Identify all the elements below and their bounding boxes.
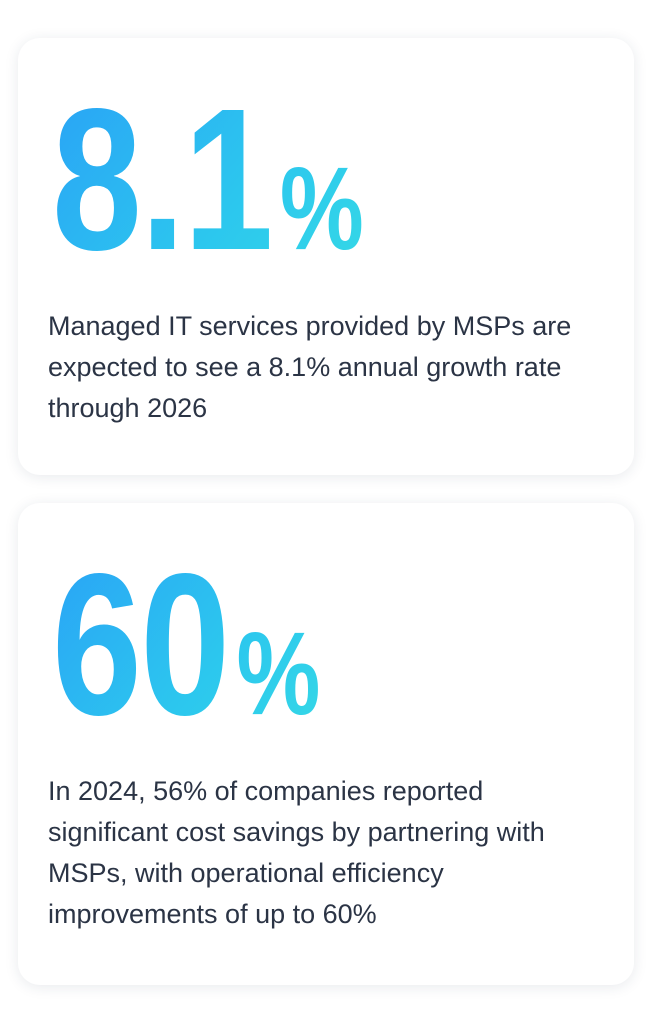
- stat-value: 60: [52, 531, 229, 757]
- stat-value: 8.1: [52, 66, 272, 292]
- stat-unit: %: [279, 143, 364, 275]
- stat-figure: 60%: [52, 543, 320, 745]
- stat-figure: 8.1%: [52, 78, 364, 280]
- stat-unit: %: [236, 608, 321, 740]
- stat-description: Managed IT services provided by MSPs are…: [48, 311, 572, 423]
- stat-card: 60% In 2024, 56% of companies reported s…: [18, 503, 634, 985]
- stat-description: In 2024, 56% of companies reported signi…: [48, 776, 545, 929]
- stat-card: 8.1% Managed IT services provided by MSP…: [18, 38, 634, 475]
